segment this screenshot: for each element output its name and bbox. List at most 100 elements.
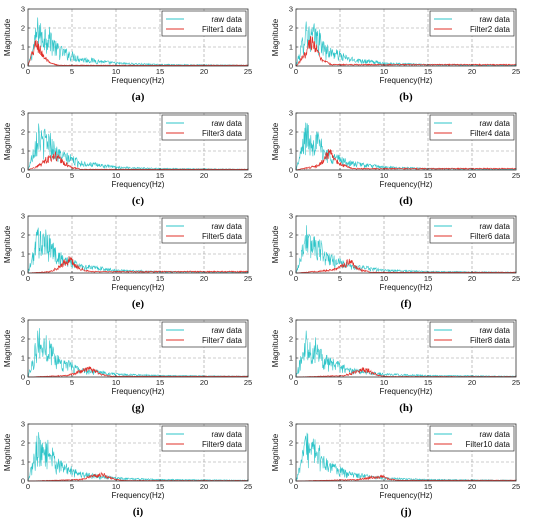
y-axis-label: Magnitude [271, 433, 280, 471]
y-tick-label: 1 [21, 250, 25, 259]
legend-label: raw data [479, 430, 510, 439]
legend-label: raw data [211, 430, 242, 439]
x-tick-label: 20 [200, 482, 208, 491]
x-tick-label: 0 [26, 67, 30, 76]
x-tick-label: 25 [244, 67, 252, 76]
x-tick-label: 0 [26, 482, 30, 491]
x-axis-label: Frequency(Hz) [380, 180, 433, 189]
series-filter [296, 258, 517, 274]
x-tick-label: 5 [70, 67, 74, 76]
x-tick-label: 15 [156, 378, 164, 387]
y-tick-label: 2 [289, 335, 293, 344]
x-tick-label: 15 [424, 171, 432, 180]
legend-label: raw data [211, 119, 242, 128]
legend-label: Filter6 data [470, 232, 511, 241]
y-tick-label: 0 [289, 477, 293, 486]
series-raw [295, 225, 517, 274]
x-tick-label: 10 [380, 378, 388, 387]
legend-label: Filter3 data [202, 129, 243, 138]
x-tick-label: 0 [26, 274, 30, 283]
y-tick-label: 3 [289, 5, 293, 14]
y-axis-label: Magnitude [3, 329, 12, 367]
y-tick-label: 0 [289, 373, 293, 382]
x-tick-label: 5 [338, 171, 342, 180]
legend-label: Filter8 data [470, 336, 511, 345]
y-tick-label: 0 [21, 477, 25, 486]
y-tick-label: 1 [289, 250, 293, 259]
y-tick-label: 2 [21, 335, 25, 344]
panel-label: (j) [401, 506, 412, 518]
panel-label: (c) [132, 195, 145, 207]
x-tick-label: 25 [244, 171, 252, 180]
panel-label: (g) [132, 402, 145, 414]
x-axis-label: Frequency(Hz) [112, 283, 165, 292]
y-tick-label: 2 [21, 128, 25, 137]
chart-panel-9: 0 5 10 15 20 25 0 1 2 3 Frequency(Hz) Magnitude raw … [3, 420, 252, 519]
panel-label: (h) [399, 402, 413, 414]
y-tick-label: 1 [21, 458, 25, 467]
axes-box [27, 8, 249, 67]
x-tick-label: 5 [338, 67, 342, 76]
legend-label: raw data [479, 15, 510, 24]
chart-panel-6: 0 5 10 15 20 25 0 1 2 3 Frequency(Hz) Magnitude raw … [271, 212, 520, 311]
axes-box [295, 423, 517, 482]
y-tick-label: 3 [289, 316, 293, 325]
series-filter [28, 256, 249, 274]
axes-box [295, 215, 517, 274]
y-tick-label: 1 [289, 458, 293, 467]
chart-panel-7: 0 5 10 15 20 25 0 1 2 3 Frequency(Hz) Magnitude raw … [3, 316, 252, 415]
y-tick-label: 1 [21, 354, 25, 363]
axes-box [27, 423, 249, 482]
y-axis-label: Magnitude [271, 225, 280, 263]
x-tick-label: 25 [512, 482, 520, 491]
legend-box [429, 321, 515, 348]
y-tick-label: 1 [289, 354, 293, 363]
y-tick-label: 2 [289, 231, 293, 240]
y-tick-label: 1 [289, 147, 293, 156]
axes-box [295, 319, 517, 378]
axes-box [27, 215, 249, 274]
x-tick-label: 0 [294, 171, 298, 180]
y-tick-label: 2 [289, 128, 293, 137]
y-tick-label: 2 [21, 231, 25, 240]
legend-box [161, 425, 247, 452]
y-axis-label: Magnitude [3, 122, 12, 160]
legend-box [161, 114, 247, 141]
y-tick-label: 3 [289, 109, 293, 118]
chart-panel-2: 0 5 10 15 20 25 0 1 2 3 Frequency(Hz) Magnitude raw … [271, 5, 520, 104]
y-axis-label: Magnitude [271, 18, 280, 56]
x-tick-label: 5 [338, 378, 342, 387]
legend-box [161, 217, 247, 244]
legend-box [161, 321, 247, 348]
legend-label: Filter10 data [466, 440, 511, 449]
x-axis-label: Frequency(Hz) [380, 491, 433, 500]
y-axis-label: Magnitude [271, 122, 280, 160]
x-tick-label: 10 [112, 482, 120, 491]
legend-label: raw data [479, 222, 510, 231]
x-tick-label: 25 [512, 171, 520, 180]
axes-box [295, 112, 517, 171]
x-tick-label: 25 [244, 274, 252, 283]
legend-label: Filter4 data [470, 129, 511, 138]
x-tick-label: 0 [26, 378, 30, 387]
legend-box [429, 425, 515, 452]
legend-label: Filter1 data [202, 25, 243, 34]
legend-box [429, 217, 515, 244]
y-tick-label: 2 [289, 439, 293, 448]
panel-label: (d) [399, 195, 413, 207]
x-tick-label: 5 [70, 171, 74, 180]
y-tick-label: 3 [21, 212, 25, 221]
x-tick-label: 10 [380, 171, 388, 180]
series-filter [27, 151, 248, 171]
chart-panel-8: 0 5 10 15 20 25 0 1 2 3 Frequency(Hz) Magnitude raw … [271, 316, 520, 415]
legend-label: raw data [211, 222, 242, 231]
x-tick-label: 25 [244, 378, 252, 387]
x-tick-label: 20 [468, 171, 476, 180]
axes-box [27, 112, 249, 171]
y-tick-label: 3 [289, 420, 293, 429]
y-tick-label: 2 [21, 439, 25, 448]
x-tick-label: 20 [200, 171, 208, 180]
x-tick-label: 15 [424, 482, 432, 491]
x-tick-label: 5 [70, 378, 74, 387]
x-tick-label: 25 [512, 67, 520, 76]
